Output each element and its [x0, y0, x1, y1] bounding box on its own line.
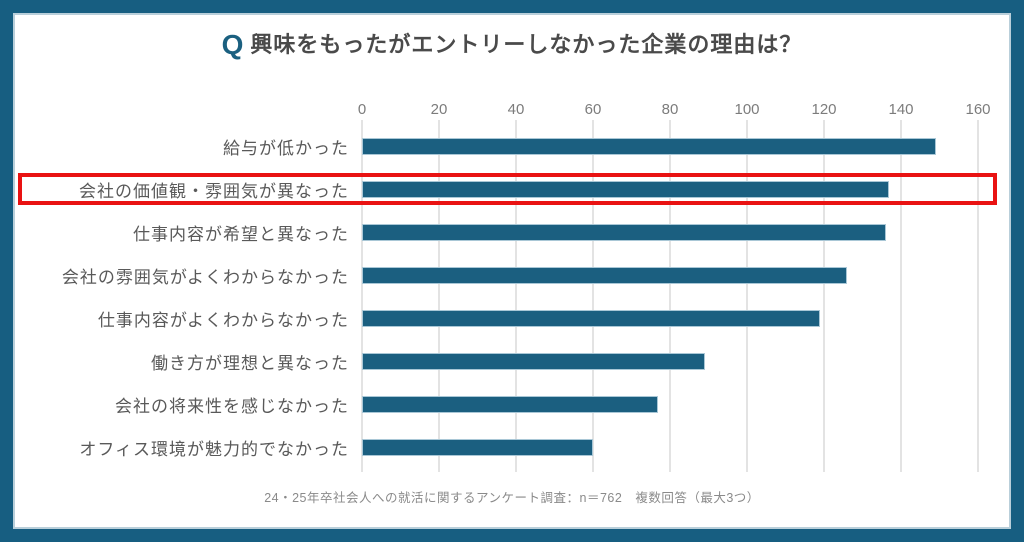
category-label: 働き方が理想と異なった — [151, 354, 349, 373]
category-label: 会社の雰囲気がよくわからなかった — [61, 268, 349, 287]
gridline — [438, 120, 440, 472]
category-label: 会社の将来性を感じなかった — [115, 397, 349, 416]
chart-canvas: Q 興味をもったがエントリーしなかった企業の理由は？ 0 20 40 60 80 100 12… — [13, 13, 1011, 529]
bar — [362, 224, 886, 241]
bar-track — [362, 168, 978, 211]
bar-track — [362, 211, 978, 254]
category-label: 仕事内容が希望と異なった — [133, 225, 349, 244]
bar-track — [362, 340, 978, 383]
x-tick-label: 40 — [507, 101, 525, 118]
bar — [362, 138, 936, 155]
bar — [362, 310, 821, 327]
x-tick-label: 140 — [888, 101, 914, 118]
x-tick-label: 60 — [584, 101, 602, 118]
gridline — [669, 120, 671, 472]
bar-row: 給与が低かった — [15, 125, 1009, 168]
gridline — [592, 120, 594, 472]
bar — [362, 396, 659, 413]
gridline — [361, 120, 363, 472]
bar-track — [362, 426, 978, 469]
chart-title-text: 興味をもったがエントリーしなかった企業の理由は？ — [250, 32, 803, 57]
gridlines — [361, 120, 979, 472]
bar — [362, 439, 593, 456]
x-tick-label: 20 — [430, 101, 448, 118]
gridline — [977, 120, 979, 472]
gridline — [515, 120, 517, 472]
bar-row: オフィス環境が魅力的でなかった — [15, 426, 1009, 469]
bar-row: 仕事内容が希望と異なった — [15, 211, 1009, 254]
gridline — [900, 120, 902, 472]
bar — [362, 267, 848, 284]
x-axis-ticks: 0 20 40 60 80 100 120 140 160 — [358, 93, 991, 125]
bar-chart: 0 20 40 60 80 100 120 140 160 給与が低かった会社の価値観・雰囲気が… — [15, 93, 1009, 472]
bar-track — [362, 125, 978, 168]
bar-row: 会社の将来性を感じなかった — [15, 383, 1009, 426]
x-tick-label: 120 — [811, 101, 837, 118]
bar-row: 仕事内容がよくわからなかった — [15, 297, 1009, 340]
q-prefix: Q — [221, 29, 244, 60]
bar-track — [362, 254, 978, 297]
category-label: オフィス環境が魅力的でなかった — [79, 440, 349, 459]
bar-row: 会社の価値観・雰囲気が異なった — [15, 168, 1009, 211]
bar — [362, 181, 890, 198]
source-note: 24・25年卒社会人への就活に関するアンケート調査：n＝762 複数回答（最大3… — [264, 491, 760, 505]
gridline — [823, 120, 825, 472]
bar-row: 働き方が理想と異なった — [15, 340, 1009, 383]
plot-area: 給与が低かった会社の価値観・雰囲気が異なった仕事内容が希望と異なった会社の雰囲気… — [15, 120, 1009, 472]
x-tick-label: 80 — [661, 101, 679, 118]
category-label: 給与が低かった — [223, 139, 349, 158]
bar-rows: 給与が低かった会社の価値観・雰囲気が異なった仕事内容が希望と異なった会社の雰囲気… — [15, 125, 1009, 469]
gridline — [746, 120, 748, 472]
bar — [362, 353, 705, 370]
bar-track — [362, 297, 978, 340]
x-tick-label: 160 — [965, 101, 991, 118]
category-label: 仕事内容がよくわからなかった — [97, 311, 349, 330]
bar-track — [362, 383, 978, 426]
x-tick-label: 100 — [734, 101, 760, 118]
chart-title: Q 興味をもったがエントリーしなかった企業の理由は？ — [15, 27, 1009, 61]
x-tick-label: 0 — [357, 101, 367, 118]
category-label: 会社の価値観・雰囲気が異なった — [79, 182, 349, 201]
bar-row: 会社の雰囲気がよくわからなかった — [15, 254, 1009, 297]
